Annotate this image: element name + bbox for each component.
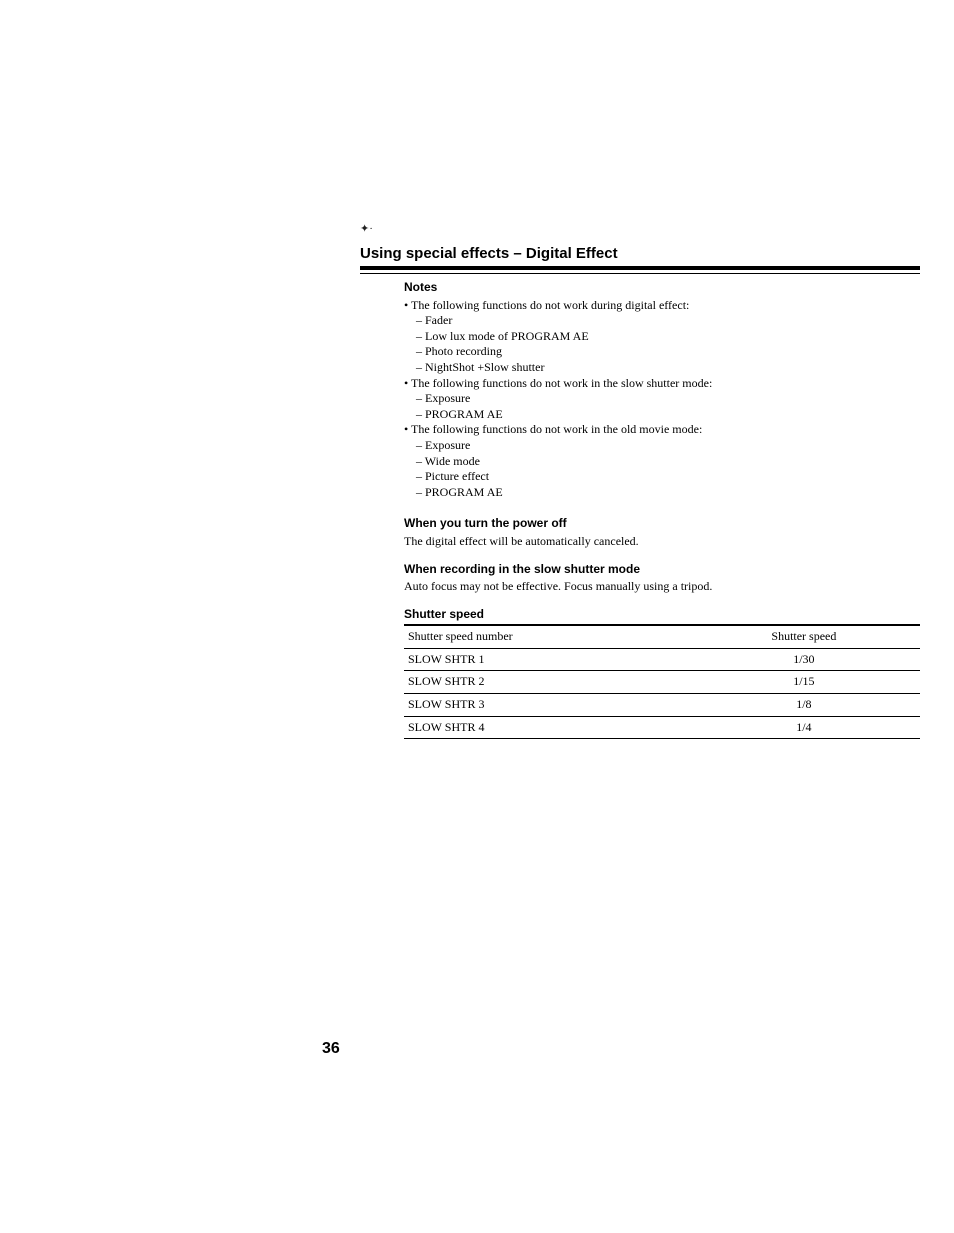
notes-heading: Notes <box>404 280 920 296</box>
page-number: 36 <box>322 1040 340 1058</box>
bullet-item: – Photo recording <box>404 344 920 360</box>
bullet-item: – Fader <box>404 313 920 329</box>
bullet-item: – Exposure <box>404 438 920 454</box>
table-cell: 1/4 <box>688 716 920 739</box>
bullet-item: – NightShot +Slow shutter <box>404 360 920 376</box>
table-cell: 1/15 <box>688 671 920 694</box>
scan-artifact: ✦· <box>360 222 373 235</box>
section-title: Using special effects – Digital Effect <box>360 245 920 262</box>
page-content: Using special effects – Digital Effect N… <box>360 245 920 739</box>
content-block: Notes • The following functions do not w… <box>404 280 920 739</box>
table-header-cell: Shutter speed number <box>404 625 688 648</box>
table-header-row: Shutter speed number Shutter speed <box>404 625 920 648</box>
table-row: SLOW SHTR 1 1/30 <box>404 648 920 671</box>
title-rule <box>360 266 920 274</box>
table-cell: SLOW SHTR 4 <box>404 716 688 739</box>
subsection-heading: When you turn the power off <box>404 516 920 532</box>
table-cell: SLOW SHTR 1 <box>404 648 688 671</box>
table-cell: 1/30 <box>688 648 920 671</box>
bullet-intro: • The following functions do not work in… <box>404 422 920 438</box>
subsection-heading: When recording in the slow shutter mode <box>404 562 920 578</box>
bullet-intro: • The following functions do not work in… <box>404 376 920 392</box>
bullet-item: – Picture effect <box>404 469 920 485</box>
body-text: Auto focus may not be effective. Focus m… <box>404 579 920 595</box>
bullet-item: – PROGRAM AE <box>404 485 920 501</box>
table-cell: SLOW SHTR 2 <box>404 671 688 694</box>
bullet-item: – Wide mode <box>404 454 920 470</box>
table-header-cell: Shutter speed <box>688 625 920 648</box>
table-cell: SLOW SHTR 3 <box>404 694 688 717</box>
table-heading: Shutter speed <box>404 607 920 623</box>
shutter-speed-table: Shutter speed number Shutter speed SLOW … <box>404 624 920 739</box>
bullet-item: – Low lux mode of PROGRAM AE <box>404 329 920 345</box>
table-row: SLOW SHTR 2 1/15 <box>404 671 920 694</box>
body-text: The digital effect will be automatically… <box>404 534 920 550</box>
bullet-item: – Exposure <box>404 391 920 407</box>
table-row: SLOW SHTR 4 1/4 <box>404 716 920 739</box>
bullet-item: – PROGRAM AE <box>404 407 920 423</box>
bullet-intro: • The following functions do not work du… <box>404 298 920 314</box>
table-row: SLOW SHTR 3 1/8 <box>404 694 920 717</box>
table-cell: 1/8 <box>688 694 920 717</box>
